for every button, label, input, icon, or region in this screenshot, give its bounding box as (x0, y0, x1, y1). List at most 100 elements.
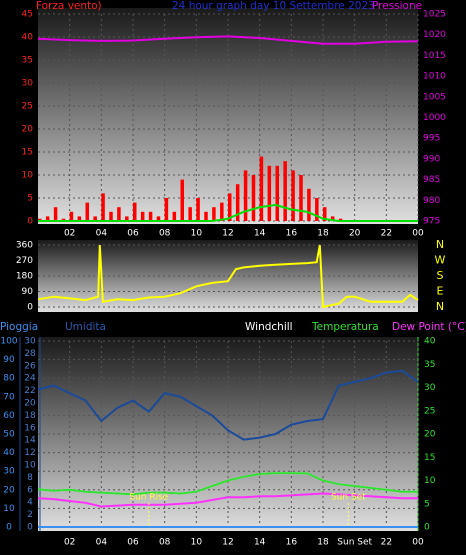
line (38, 203, 418, 222)
y2-tick-label: 1025 (423, 10, 446, 20)
y2-tick-label: 12 (24, 448, 35, 458)
y2-tick-label: 0 (27, 523, 33, 533)
y3-tick-label: 25 (424, 406, 435, 416)
y2-tick-label: 16 (24, 423, 36, 433)
y-tick-label: 45 (22, 10, 33, 20)
bar (93, 216, 97, 221)
y-tick-label: 15 (22, 148, 33, 158)
y2-tick-label: 20 (24, 399, 36, 409)
y-tick-label: 70 (3, 392, 15, 402)
bar (164, 198, 169, 221)
x-tick-label: 12 (222, 538, 233, 548)
y3-tick-label: 10 (424, 476, 436, 486)
y2-tick-label: 995 (423, 134, 440, 144)
y-tick-label: 25 (22, 102, 33, 112)
bar (101, 193, 105, 221)
x-tick-label: 18 (317, 229, 329, 239)
annotation: Sun Set (331, 493, 366, 503)
y2-tick-label: 18 (24, 411, 36, 421)
x-tick-label: 22 (381, 538, 392, 548)
line (37, 492, 418, 508)
bar (77, 216, 82, 221)
y2-tick-label: 985 (423, 175, 440, 185)
bar (267, 165, 272, 221)
bar (180, 179, 184, 221)
y3-tick-label: 30 (424, 383, 436, 393)
y-tick-label: 35 (22, 56, 33, 66)
x-tick-label: 16 (286, 538, 298, 548)
y-tick-label: 0 (27, 303, 33, 313)
y-tick-label: 20 (22, 125, 34, 135)
bar (235, 184, 240, 221)
bar (140, 211, 145, 221)
x-tick-label: 14 (254, 229, 266, 239)
bar (156, 216, 161, 221)
bar (172, 211, 177, 221)
x-tick-label: 08 (159, 229, 171, 239)
y-tick-label: 90 (22, 287, 34, 297)
y2-tick-label: 1005 (423, 92, 446, 102)
line (37, 35, 419, 45)
y-tick-label: 90 (3, 355, 15, 365)
x-tick-label: 20 (349, 229, 361, 239)
bar (220, 202, 224, 221)
x-tick-label: 08 (159, 538, 171, 548)
x-tick-label: 06 (127, 538, 139, 548)
bar (85, 202, 89, 221)
y-tick-label: 0 (6, 523, 12, 533)
bar (251, 175, 256, 221)
bar (188, 207, 192, 221)
bar (283, 161, 287, 221)
y-tick-label: 0 (27, 217, 33, 227)
y-tick-label: 30 (22, 79, 34, 89)
y3-tick-label: 35 (424, 360, 435, 370)
y2-tick-label: 10 (24, 461, 36, 471)
bar (259, 156, 264, 221)
x-tick-label: 12 (222, 229, 233, 239)
x-tick-label: 02 (64, 538, 75, 548)
direction-label: N (436, 300, 444, 313)
y3-tick-label: 20 (424, 430, 436, 440)
bar (125, 216, 129, 221)
line (37, 472, 418, 496)
y2-tick-label: 1010 (423, 72, 446, 82)
x-tick-label: 02 (64, 229, 75, 239)
y-tick-label: 10 (22, 171, 34, 181)
bar (212, 207, 216, 221)
y-tick-label: 30 (3, 467, 15, 477)
y2-tick-label: 24 (24, 374, 36, 384)
bar (38, 218, 42, 221)
bar (148, 211, 153, 221)
direction-label: W (435, 254, 446, 267)
y3-tick-label: 0 (424, 523, 430, 533)
bar (299, 175, 303, 221)
y2-tick-label: 28 (24, 349, 36, 359)
y-tick-label: 270 (16, 256, 33, 266)
y-tick-label: 40 (3, 448, 15, 458)
x-tick-label: 00 (412, 538, 424, 548)
bar (330, 216, 335, 221)
x-tick-label: 22 (381, 229, 392, 239)
y3-tick-label: 40 (424, 337, 436, 347)
bar (315, 198, 319, 221)
bar (109, 211, 113, 221)
legend-entry: Windchill (245, 321, 293, 333)
legend-entry: Dew Point (°C) (392, 321, 466, 333)
y-tick-label: 50 (3, 430, 15, 440)
bar (45, 216, 50, 221)
y2-axis-label: Pressione (372, 0, 422, 12)
bar (291, 170, 295, 221)
y2-tick-label: 980 (423, 196, 440, 206)
bar (133, 202, 137, 221)
legend-entry: Pioggia (0, 321, 38, 333)
y-tick-label: 180 (16, 272, 33, 282)
bar (243, 170, 248, 221)
annotation: Sun Rise (129, 493, 168, 503)
bar (61, 218, 66, 221)
y-axis-label: Forza vento) (36, 0, 102, 12)
y-tick-label: 20 (3, 485, 15, 495)
y2-tick-label: 22 (24, 386, 35, 396)
y2-tick-label: 990 (423, 154, 440, 164)
bar (323, 207, 327, 221)
